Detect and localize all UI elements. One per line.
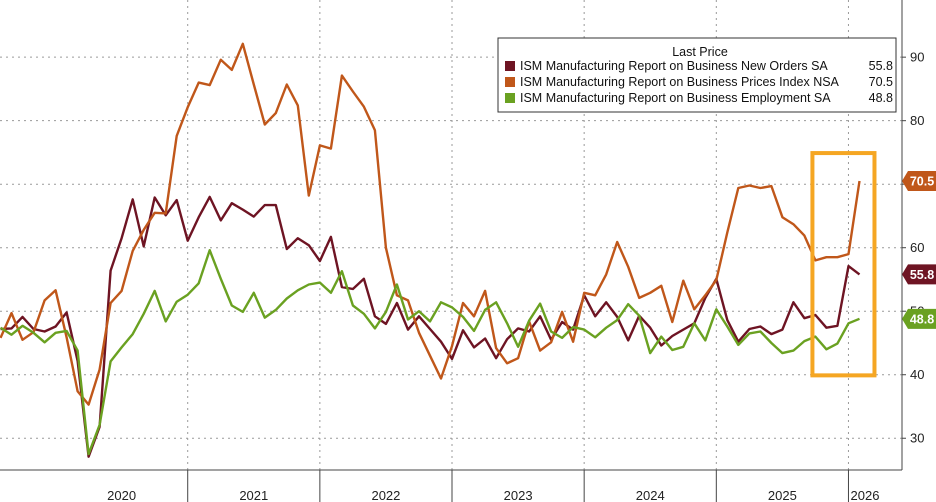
legend-entry-2: ISM Manufacturing Report on Business Emp… bbox=[505, 91, 893, 105]
legend-value-0: 55.8 bbox=[869, 59, 893, 73]
x-tick-labels: 2020 2021 2022 2023 2024 2025 2026 bbox=[107, 470, 879, 502]
gridlines bbox=[0, 56, 902, 439]
legend-label-0: ISM Manufacturing Report on Business New… bbox=[520, 59, 828, 73]
last-value-badges: 55.8 70.5 48.8 bbox=[902, 171, 936, 329]
badge-value-2: 48.8 bbox=[910, 312, 934, 326]
badge-shape-0 bbox=[902, 264, 936, 285]
last-value-badge-1: 70.5 bbox=[902, 171, 936, 192]
legend-value-1: 70.5 bbox=[869, 75, 893, 89]
badge-shape-1 bbox=[902, 171, 936, 192]
highlight-box bbox=[810, 151, 877, 378]
badge-shape-2 bbox=[902, 308, 936, 329]
series-line-0 bbox=[0, 195, 861, 458]
y-tick-labels: 30405060708090 bbox=[902, 50, 924, 446]
y-tick-label-60: 60 bbox=[910, 240, 924, 255]
legend-entry-1: ISM Manufacturing Report on Business Pri… bbox=[505, 75, 893, 89]
legend-entry-0: ISM Manufacturing Report on Business New… bbox=[505, 59, 893, 73]
series-line-1 bbox=[0, 42, 861, 406]
x-tick-label-2021: 2021 bbox=[239, 488, 268, 502]
x-tick-label-2020: 2020 bbox=[107, 488, 136, 502]
series-line-2 bbox=[0, 248, 860, 456]
legend-swatch-0 bbox=[505, 61, 515, 71]
legend-swatch-1 bbox=[505, 77, 515, 87]
legend-label-1: ISM Manufacturing Report on Business Pri… bbox=[520, 75, 840, 89]
y-tick-label-40: 40 bbox=[910, 367, 924, 382]
series-lines bbox=[0, 42, 861, 458]
y-tick-label-80: 80 bbox=[910, 113, 924, 128]
legend-label-2: ISM Manufacturing Report on Business Emp… bbox=[520, 91, 831, 105]
x-tick-label-2024: 2024 bbox=[636, 488, 665, 502]
x-tick-label-2022: 2022 bbox=[371, 488, 400, 502]
last-value-badge-0: 55.8 bbox=[902, 264, 936, 285]
legend-value-2: 48.8 bbox=[869, 91, 893, 105]
legend-swatch-2 bbox=[505, 93, 515, 103]
last-value-badge-2: 48.8 bbox=[902, 308, 936, 329]
x-tick-label-2026: 2026 bbox=[851, 488, 880, 502]
legend: Last Price ISM Manufacturing Report on B… bbox=[497, 37, 897, 113]
y-tick-label-30: 30 bbox=[910, 431, 924, 446]
x-tick-label-2025: 2025 bbox=[768, 488, 797, 502]
legend-title: Last Price bbox=[672, 45, 728, 59]
badge-value-1: 70.5 bbox=[910, 175, 934, 189]
badge-value-0: 55.8 bbox=[910, 268, 934, 282]
y-tick-label-90: 90 bbox=[910, 50, 924, 65]
x-tick-label-2023: 2023 bbox=[504, 488, 533, 502]
legend-box bbox=[497, 37, 897, 113]
legend-entries: ISM Manufacturing Report on Business New… bbox=[505, 59, 893, 105]
